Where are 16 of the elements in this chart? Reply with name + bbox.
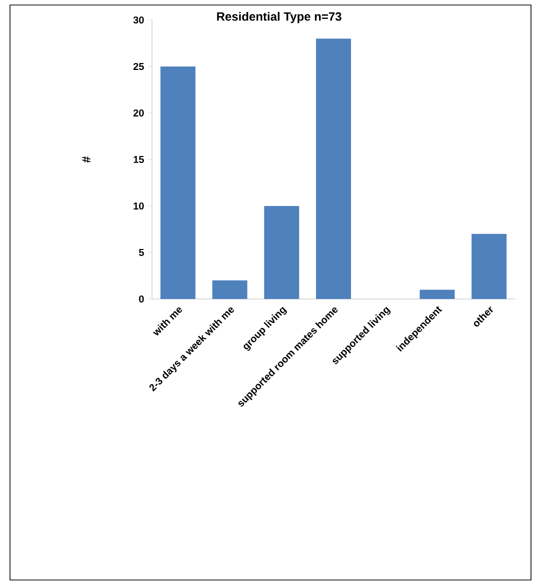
y-axis-title: # xyxy=(82,156,90,163)
bar xyxy=(264,206,300,299)
y-tick-label: 10 xyxy=(134,202,144,210)
y-tick-label: 20 xyxy=(133,109,144,117)
bar xyxy=(212,280,248,299)
x-tick-label: with me xyxy=(152,307,182,336)
chart-title: Residential Type n=73 xyxy=(217,12,342,24)
y-tick-label: 15 xyxy=(134,156,144,163)
bar xyxy=(316,38,351,299)
y-tick-label: 30 xyxy=(133,16,144,24)
y-tick-label: 25 xyxy=(133,62,144,70)
y-tick-label: 0 xyxy=(139,295,144,303)
bar xyxy=(160,66,196,299)
y-tick-label: 5 xyxy=(138,249,144,256)
bar xyxy=(472,234,507,299)
bar xyxy=(420,290,455,299)
